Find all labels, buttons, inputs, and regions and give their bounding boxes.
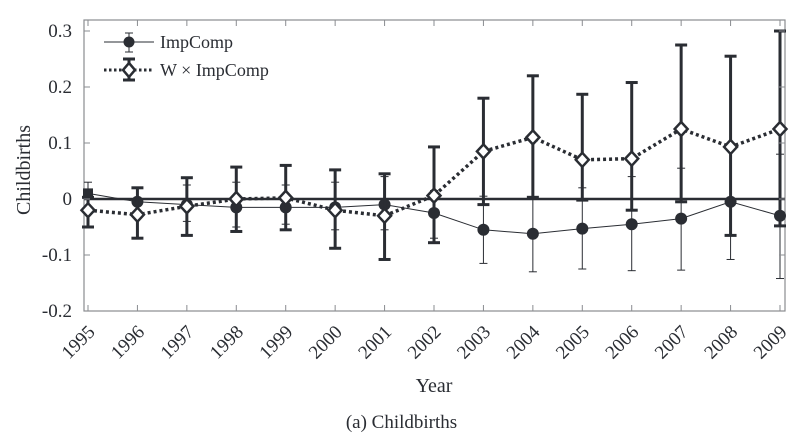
data-point <box>672 120 690 138</box>
x-tick-label: 2002 <box>404 322 446 364</box>
data-point <box>675 212 688 225</box>
data-point <box>129 205 146 224</box>
y-tick-label: 0 <box>63 189 73 210</box>
data-point <box>178 197 196 216</box>
legend-marker-impcomp <box>123 36 135 48</box>
data-point <box>623 149 640 168</box>
data-point <box>477 223 490 236</box>
data-point <box>576 222 589 235</box>
x-tick-label: 1999 <box>256 322 298 364</box>
data-point <box>79 201 97 220</box>
x-tick-label: 1996 <box>107 322 149 364</box>
data-point <box>722 138 739 156</box>
data-point <box>625 218 638 231</box>
y-tick-label: -0.1 <box>42 245 72 266</box>
series-layer <box>79 29 789 280</box>
data-point <box>83 188 93 199</box>
x-tick-label: 2008 <box>700 322 742 364</box>
x-tick-label: 1995 <box>58 322 100 364</box>
data-point <box>425 186 443 205</box>
y-tick-label: -0.2 <box>42 301 72 322</box>
x-tick-label: 2007 <box>651 322 693 364</box>
x-tick-label: 2004 <box>503 321 545 363</box>
y-tick-label: 0.2 <box>48 77 72 98</box>
data-point <box>524 128 542 147</box>
x-axis-title: Year <box>416 375 453 397</box>
x-tick-label: 2009 <box>750 322 792 364</box>
data-point <box>475 142 492 161</box>
x-tick-label: 2003 <box>453 322 495 364</box>
x-tick-label: 1998 <box>206 322 248 364</box>
data-point <box>277 189 294 207</box>
x-tick-label: 2001 <box>354 322 396 364</box>
data-point <box>771 120 789 138</box>
figure-caption: (a) Childbirths <box>345 412 458 433</box>
y-tick-label: 0.1 <box>48 133 72 154</box>
data-point <box>574 150 591 169</box>
data-point <box>326 201 344 220</box>
series-line <box>87 127 781 218</box>
series-w-impcomp <box>79 29 789 261</box>
legend-label-impcomp: ImpComp <box>160 32 233 52</box>
y-axis-title: Childbirths <box>13 125 35 215</box>
y-tick-label: 0.3 <box>48 21 72 42</box>
x-tick-label: 2005 <box>552 322 594 364</box>
x-tick-label: 2006 <box>602 322 644 364</box>
data-point <box>228 190 245 208</box>
legend-label-wimpcomp: W × ImpComp <box>160 60 269 80</box>
x-tick-label: 1997 <box>157 322 199 364</box>
data-point <box>376 206 393 225</box>
x-tick-label: 2000 <box>305 322 347 364</box>
legend: ImpComp W × ImpComp <box>104 32 269 82</box>
legend-marker-wimpcomp <box>121 61 137 79</box>
data-point <box>526 227 539 240</box>
